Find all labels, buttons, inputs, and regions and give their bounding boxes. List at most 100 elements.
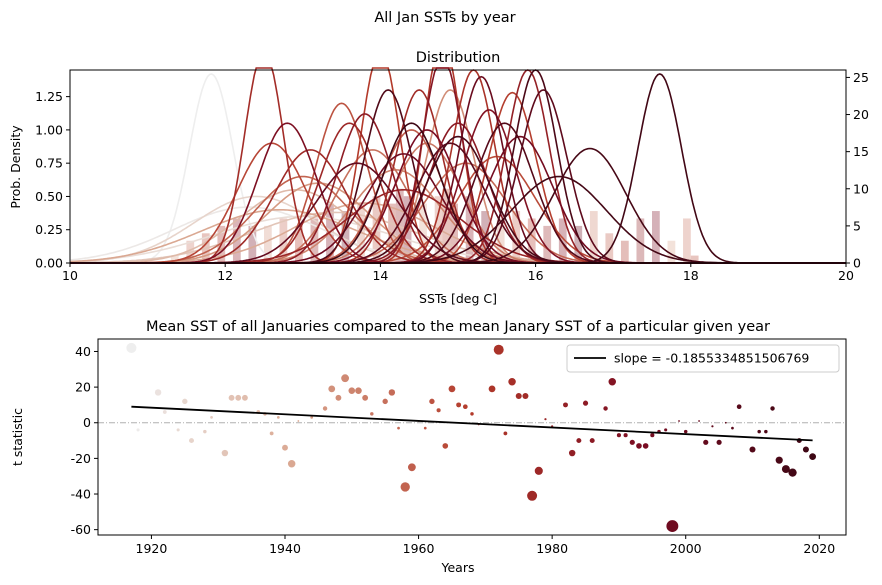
- x-tick-label: 1940: [269, 541, 301, 556]
- tstat-point: [382, 398, 388, 405]
- histogram-bar: [279, 218, 288, 263]
- tstat-y-label: t statistic: [10, 408, 25, 466]
- x-tick-label: 20: [838, 268, 854, 283]
- tstat-point: [724, 421, 727, 424]
- tstat-point: [629, 439, 635, 445]
- tstat-point: [448, 385, 456, 393]
- tstat-point: [515, 392, 522, 400]
- tstat-point: [235, 394, 242, 401]
- y-tick-label: 1.00: [35, 122, 63, 137]
- tstat-point: [328, 385, 336, 393]
- distribution-right-y-ticks: 0 5 10 15 20 25: [846, 70, 869, 271]
- distribution-x-label: SSTs [deg C]: [419, 291, 497, 306]
- tstat-point: [809, 453, 817, 460]
- tstat-point: [355, 387, 362, 394]
- tstat-point: [397, 426, 400, 430]
- tstat-point: [650, 433, 655, 438]
- tstat-point: [508, 378, 516, 386]
- tstat-point: [493, 344, 504, 355]
- distribution-y-ticks: 0.00 0.25 0.50 0.75 1.00 1.25: [35, 89, 70, 271]
- tstat-point: [162, 410, 167, 414]
- x-tick-label: 1980: [536, 541, 568, 556]
- tstat-point: [228, 394, 235, 401]
- histogram-bar: [690, 255, 699, 263]
- histogram-bar: [543, 225, 552, 263]
- y-tick-label: 40: [75, 344, 91, 359]
- tstat-points: [126, 342, 817, 533]
- tstat-point: [276, 416, 280, 419]
- tstat-point: [370, 412, 374, 416]
- tstat-point: [757, 429, 761, 434]
- tstat-point: [636, 443, 642, 449]
- histogram-bar: [620, 240, 629, 263]
- histogram-bar: [636, 218, 645, 263]
- distribution-panel: Distribution 10 12 14 16 18 20 0.000.250.500.…: [8, 50, 869, 306]
- x-tick-label: 1920: [136, 541, 168, 556]
- tstat-point: [764, 429, 768, 434]
- y-tick-label: 0: [83, 415, 91, 430]
- legend-label: slope = -0.1855334851506769: [614, 351, 809, 366]
- tstat-point: [589, 438, 595, 444]
- tstat-point: [362, 394, 369, 401]
- tstat-point: [436, 408, 441, 413]
- tstat-point: [242, 394, 248, 401]
- tstat-point: [749, 446, 756, 453]
- tstat-point: [802, 446, 809, 453]
- tstat-point: [400, 482, 410, 492]
- histogram-bar: [310, 218, 319, 263]
- tstat-point: [608, 378, 616, 386]
- histogram-bar: [558, 218, 567, 263]
- legend: slope = -0.1855334851506769: [566, 344, 840, 373]
- y-tick-label: -60: [71, 522, 91, 537]
- distribution-y-label: Prob. Density: [8, 125, 23, 209]
- tstat-point: [736, 404, 742, 410]
- right-y-tick-label: 20: [853, 107, 869, 122]
- y-tick-label: -40: [71, 487, 91, 502]
- tstat-point: [623, 433, 628, 438]
- y-tick-label: -20: [71, 451, 91, 466]
- right-y-tick-label: 5: [853, 218, 861, 233]
- histogram-bar: [527, 218, 536, 263]
- y-tick-label: 20: [75, 380, 91, 395]
- tstat-point: [210, 416, 213, 419]
- histogram-bar: [170, 255, 179, 263]
- tstat-point: [126, 342, 137, 353]
- histogram-bar: [341, 211, 350, 263]
- tstat-title: Mean SST of all Januaries compared to th…: [146, 319, 770, 335]
- tstat-point: [576, 438, 582, 444]
- tstat-panel: Mean SST of all Januaries compared to th…: [10, 319, 847, 575]
- tstat-point: [388, 389, 396, 396]
- tstat-point: [503, 431, 508, 436]
- tstat-y-ticks: 40 20 0 -20 -40 -60: [71, 344, 98, 537]
- tstat-point: [568, 449, 576, 457]
- tstat-point: [666, 520, 679, 533]
- right-y-tick-label: 25: [853, 70, 869, 85]
- tstat-point: [470, 412, 474, 416]
- tstat-point: [310, 416, 314, 419]
- tstat-point: [221, 449, 229, 457]
- tstat-point: [407, 463, 416, 472]
- tstat-point: [781, 465, 790, 474]
- right-y-tick-label: 10: [853, 181, 869, 196]
- legend-box: [566, 344, 840, 373]
- y-tick-label: 0.00: [35, 256, 63, 271]
- x-tick-label: 18: [683, 268, 699, 283]
- x-tick-label: 10: [62, 268, 78, 283]
- x-tick-label: 2020: [803, 541, 835, 556]
- tstat-point: [348, 387, 356, 394]
- tstat-point: [788, 468, 797, 477]
- y-tick-label: 1.25: [35, 89, 63, 104]
- tstat-point: [429, 398, 435, 405]
- right-y-tick-label: 15: [853, 144, 869, 159]
- x-tick-label: 1960: [403, 541, 435, 556]
- tstat-x-ticks: 1920 1940 1960 1980 2000 2020: [136, 535, 835, 556]
- tstat-point: [176, 428, 180, 432]
- tstat-point: [136, 428, 140, 432]
- tstat-point: [189, 438, 194, 444]
- histogram-bar: [605, 233, 614, 263]
- tstat-point: [731, 426, 734, 430]
- tstat-point: [522, 392, 529, 400]
- figure-title: All Jan SSTs by year: [374, 10, 515, 26]
- tstat-point: [287, 459, 296, 468]
